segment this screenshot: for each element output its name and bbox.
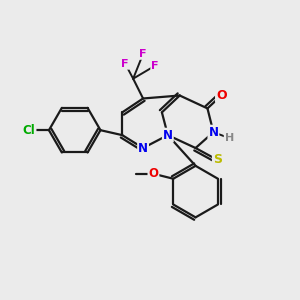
Text: F: F	[122, 59, 129, 69]
Text: N: N	[163, 129, 173, 142]
Text: N: N	[208, 126, 218, 139]
Text: H: H	[225, 133, 234, 143]
Text: Cl: Cl	[23, 124, 35, 137]
Text: O: O	[216, 89, 226, 102]
Text: F: F	[151, 61, 159, 71]
Text: O: O	[148, 167, 158, 180]
Text: F: F	[139, 49, 147, 59]
Text: S: S	[213, 153, 222, 167]
Text: N: N	[138, 142, 148, 154]
